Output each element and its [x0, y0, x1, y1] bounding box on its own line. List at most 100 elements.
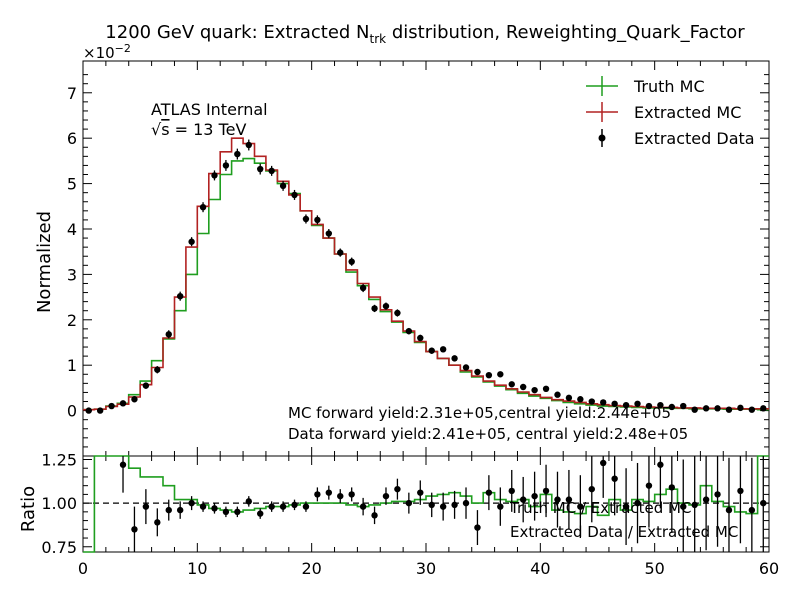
data-point — [577, 396, 584, 403]
data-point — [234, 150, 241, 158]
chart-title: 1200 GeV quark: Extracted Ntrk distribut… — [105, 22, 745, 46]
ratio-data-point — [519, 496, 527, 503]
data-point — [737, 404, 744, 412]
data-point — [279, 182, 287, 190]
ratio-data-point — [565, 496, 573, 503]
energy-label: √s = 13 TeV — [151, 120, 246, 139]
legend-truth-mc-label: Truth MC — [633, 77, 705, 96]
y-tick-label-top: 0 — [67, 402, 77, 421]
data-point — [439, 346, 447, 353]
data-point — [268, 167, 275, 175]
top-panel-ticks: 0 1 2 3 4 5 6 7 — [67, 61, 770, 457]
ratio-data-point — [622, 503, 630, 510]
data-point — [142, 382, 150, 389]
legend-extracted-mc-label: Extracted MC — [634, 103, 741, 122]
ratio-data-point — [691, 501, 698, 509]
data-point — [371, 305, 378, 312]
y-exponent-label: ×10−2 — [83, 42, 131, 62]
data-point — [600, 399, 607, 406]
data-point — [85, 407, 92, 414]
data-point — [222, 162, 230, 169]
data-point — [542, 385, 550, 393]
ratio-data-point — [554, 496, 561, 503]
ratio-panel: 0.75 1.00 1.25 — [41, 450, 770, 557]
legend-extracted-data-label: Extracted Data — [634, 129, 755, 148]
atlas-label: ATLAS Internal — [151, 100, 268, 119]
y-tick-label-ratio: 1.25 — [41, 450, 77, 469]
ratio-data-point — [131, 526, 138, 533]
ratio-data-point — [359, 503, 367, 510]
ratio-data-point — [474, 524, 481, 531]
data-point — [634, 400, 641, 407]
data-point — [565, 394, 573, 402]
data-point — [257, 165, 264, 173]
data-point — [199, 203, 207, 211]
ratio-data-point — [268, 503, 275, 510]
ratio-data-point — [645, 482, 653, 489]
y-tick-label-top: 7 — [67, 84, 77, 103]
ratio-data-point — [405, 499, 413, 507]
data-point — [680, 402, 687, 410]
ratio-data-point — [154, 519, 161, 526]
ratio-data-point — [314, 491, 321, 498]
ratio-data-point — [222, 508, 230, 516]
x-tick-label: 20 — [301, 559, 321, 578]
data-point — [622, 401, 630, 409]
ratio-legend-truth: Truth MC / Extracted MC — [509, 499, 691, 517]
ratio-data-point — [714, 491, 721, 498]
data-point — [668, 403, 676, 411]
data-point — [154, 366, 161, 373]
data-point — [405, 327, 413, 335]
ratio-data-point — [119, 461, 127, 468]
ratio-data-point — [382, 492, 390, 500]
ratio-data-point — [748, 506, 756, 514]
y-tick-label-top: 4 — [67, 220, 77, 239]
ratio-data-point — [668, 484, 676, 491]
ratio-data-point — [428, 501, 435, 509]
ratio-data-point — [348, 491, 355, 498]
x-tick-label: 60 — [759, 559, 779, 578]
top-panel: 0 1 2 3 4 5 6 7 — [67, 60, 770, 457]
data-point — [394, 309, 401, 317]
data-point — [691, 406, 698, 413]
ratio-data-point — [531, 492, 538, 500]
top-ylabel: Normalized — [34, 211, 55, 313]
ratio-data-point — [542, 487, 550, 495]
y-tick-label-top: 1 — [67, 356, 77, 375]
data-point — [291, 191, 298, 199]
x-tick-label: 40 — [530, 559, 550, 578]
ratio-data-point — [337, 492, 344, 500]
ratio-data-point — [245, 498, 252, 505]
ratio-data-point — [760, 499, 767, 507]
data-point — [176, 292, 184, 300]
ratio-data-point — [176, 506, 184, 514]
x-tick-labels: 0 10 20 30 40 50 60 — [78, 559, 779, 578]
ratio-data-point — [417, 489, 424, 496]
ratio-panel-ticks: 0.75 1.00 1.25 — [41, 450, 770, 557]
ratio-data-point — [680, 503, 687, 510]
ratio-panel-series — [83, 455, 769, 553]
y-tick-label-ratio: 0.75 — [41, 538, 77, 557]
data-yield-annotation: Data forward yield:2.41e+05, central yie… — [288, 425, 688, 443]
ratio-data-point — [508, 487, 515, 495]
x-tick-label: 0 — [78, 559, 88, 578]
ratio-data-point — [291, 501, 298, 509]
ratio-data-point — [702, 496, 710, 503]
data-point — [245, 141, 252, 149]
extracted-mc-line — [83, 137, 769, 411]
ratio-data-point — [257, 510, 264, 517]
ratio-data-point — [497, 503, 504, 510]
y-tick-label-top: 2 — [67, 311, 77, 330]
y-tick-label-top: 3 — [67, 265, 77, 284]
data-point — [508, 381, 515, 388]
ratio-data-point — [234, 508, 241, 516]
ratio-data-point — [165, 506, 172, 514]
ratio-data-point — [211, 505, 218, 512]
ratio-data-point — [199, 503, 207, 510]
ratio-data-point — [302, 503, 310, 510]
ratio-data-point — [657, 461, 664, 468]
data-point — [474, 368, 481, 376]
ratio-data-point — [279, 503, 287, 510]
data-point — [611, 400, 618, 407]
ratio-data-point — [577, 503, 584, 510]
